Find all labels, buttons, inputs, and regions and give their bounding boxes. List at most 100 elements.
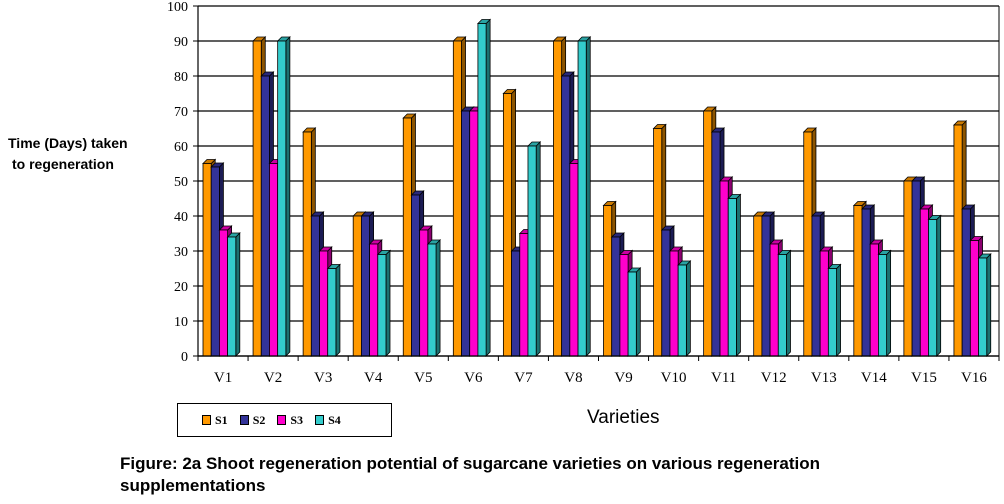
bar-front-face [477,23,487,357]
y-axis-label-line1: Time (Days) taken [8,135,128,151]
bar-front-face [469,110,479,357]
bar-s4-v15 [927,214,942,357]
y-tick-label: 100 [167,0,188,15]
bar-side-face [736,193,741,357]
x-tick-label-v7: V7 [514,370,533,386]
bar-s4-v3 [326,263,341,357]
bar-front-face [360,215,370,357]
bar-front-face [627,271,637,357]
bar-side-face [836,263,841,357]
x-tick-label-v2: V2 [264,370,282,386]
bar-s4-v12 [777,249,792,357]
bar-front-face [269,163,279,357]
axes [193,5,1000,361]
y-axis-label: Time (Days) taken to regeneration [8,133,128,175]
bar-s4-v13 [827,263,842,357]
bar-front-face [310,215,320,357]
bar-front-face [777,254,787,357]
bar-front-face [719,180,729,357]
legend-swatch-s1 [202,415,211,425]
bar-front-face [202,163,212,357]
bar-front-face [753,215,763,357]
bar-front-face [969,240,979,357]
bar-side-face [485,18,491,357]
bar-front-face [861,208,871,357]
legend-item-s1: S1 [202,413,228,428]
bar-front-face [327,268,337,357]
bar-s4-v9 [627,267,642,357]
bar-front-face [411,194,421,357]
x-tick-label-v8: V8 [564,370,582,386]
x-tick-label-v6: V6 [464,370,483,386]
bar-front-face [419,229,429,357]
bar-front-face [811,215,821,357]
figure-caption-line2: supplementations [120,476,266,495]
y-axis-label-line2: to regeneration [12,156,114,172]
legend-item-s4: S4 [315,413,341,428]
bar-front-face [727,198,737,357]
y-tick-label: 30 [174,245,188,260]
x-tick-label-v1: V1 [214,370,232,386]
bar-front-face [210,166,220,357]
bar-side-face [285,36,291,357]
bar-front-face [502,93,512,357]
bar-s4-v16 [977,253,992,357]
legend-swatch-s3 [277,415,287,425]
bar-side-face [685,260,691,357]
bar-front-face [603,205,613,357]
y-tick-label: 20 [174,280,188,295]
bar-front-face [519,233,529,357]
x-tick-label-v3: V3 [314,370,332,386]
bar-front-face [277,40,287,357]
legend-label-s2: S2 [252,412,266,427]
y-tick-label: 60 [174,140,188,155]
bar-front-face [761,215,771,357]
x-tick-label-v15: V15 [911,370,937,386]
bar-front-face [703,110,713,357]
bar-s4-v11 [727,193,742,357]
y-tick-label: 80 [174,70,188,85]
legend-item-s2: S2 [239,412,266,428]
y-tick-labels: 0 10 20 30 40 50 60 70 80 90 100 [167,0,188,365]
bar-front-face [903,180,913,357]
bar-side-face [635,267,641,357]
bar-front-face [302,131,312,357]
bar-front-face [218,229,228,357]
bar-front-face [853,205,863,357]
bar-front-face [611,236,621,357]
bar-s4-v7 [527,141,542,357]
x-tick-label-v14: V14 [861,370,887,386]
x-tick-labels: V1 V2 V3 V4 V5 V6 V7 V8 V9 V10 V11 V12 V13 V14 V15 V16 [214,370,988,386]
bar-front-face [511,250,521,357]
bar-front-face [928,219,938,357]
bar-front-face [452,40,462,357]
x-tick-label-v11: V11 [711,370,736,386]
bar-side-face [535,141,541,357]
bar-front-face [653,128,663,357]
bar-front-face [911,180,921,357]
bar-front-face [827,268,837,357]
bars [202,18,992,357]
bar-front-face [227,236,237,357]
bar-front-face [561,75,571,357]
bar-front-face [569,163,579,357]
x-tick-label-v4: V4 [364,370,383,386]
legend: S1 S2 S3 S4 [177,403,392,437]
y-tick-label: 10 [174,315,188,330]
y-tick-label: 70 [174,105,188,120]
bar-front-face [919,208,929,357]
bar-front-face [953,124,963,357]
bar-front-face [461,110,471,357]
bar-front-face [402,117,412,357]
bar-front-face [769,243,779,357]
bar-side-face [786,249,791,357]
bar-side-face [585,36,591,357]
bar-front-face [961,208,971,357]
bar-side-face [235,232,241,357]
bar-s4-v2 [276,36,291,357]
bar-front-face [677,264,687,357]
x-tick-label-v12: V12 [761,370,787,386]
x-axis-label: Varieties [587,407,660,428]
bar-side-face [385,249,391,357]
